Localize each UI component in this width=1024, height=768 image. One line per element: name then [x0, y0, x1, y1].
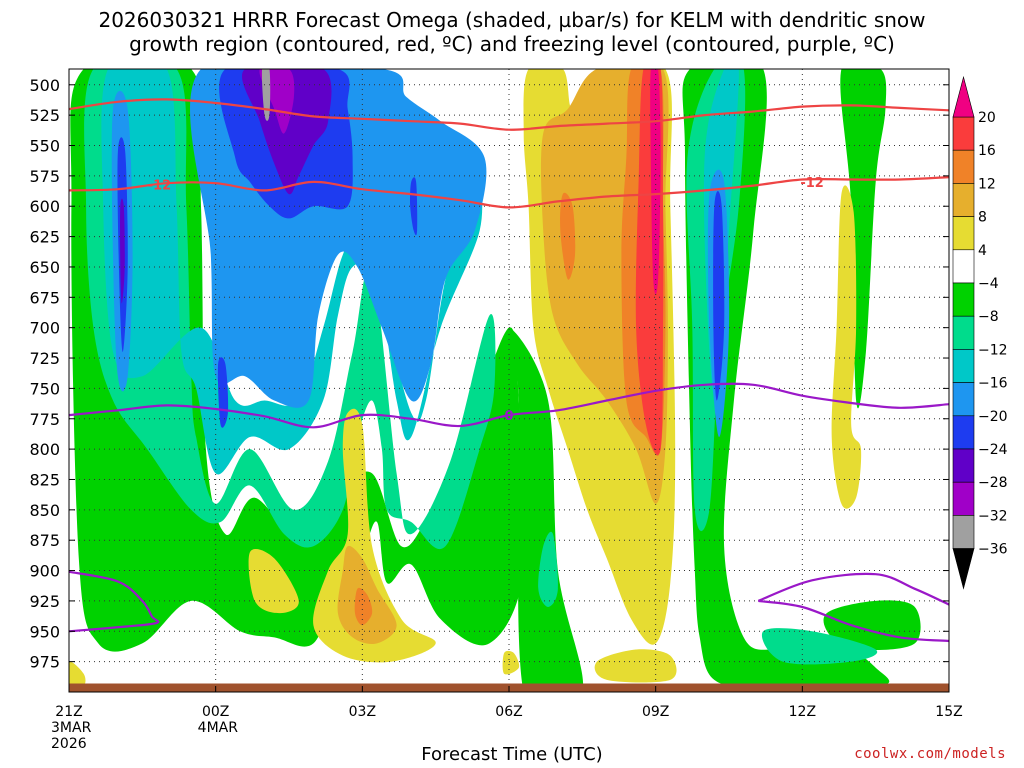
colorbar-label: −32 — [978, 508, 1008, 524]
colorbar-swatch — [952, 415, 975, 450]
y-tick-label: 625 — [29, 228, 60, 247]
omega-region — [354, 587, 373, 626]
y-tick-label: 850 — [29, 501, 60, 520]
dgz-contour-label: -12 — [148, 178, 172, 193]
colorbar-swatch — [952, 183, 975, 217]
colorbar-label: −20 — [978, 409, 1008, 425]
omega-region — [101, 69, 483, 475]
omega-region — [120, 198, 125, 304]
x-tick-label: 21Z — [55, 704, 82, 720]
colorbar-label: 4 — [978, 243, 987, 259]
x-tick-label: 15Z — [935, 704, 962, 720]
colorbar-swatch — [952, 481, 975, 516]
freezing-level-line — [758, 599, 949, 643]
x-tick-label: 03Z — [349, 704, 376, 720]
contour-lines: -12 -12 0 — [69, 98, 949, 643]
x-tick-label: 3MAR — [51, 720, 92, 736]
colorbar-label: −36 — [978, 542, 1008, 558]
colorbar-swatch — [952, 149, 975, 184]
omega-region — [831, 185, 862, 509]
freezing-level-label: 0 — [504, 409, 513, 424]
y-tick-label: 650 — [29, 258, 60, 277]
chart-title-line2: growth region (contoured, red, ºC) and f… — [129, 32, 895, 56]
freezing-level-line — [69, 382, 949, 429]
omega-region — [507, 327, 584, 692]
y-tick-label: 825 — [29, 470, 60, 489]
omega-region — [502, 650, 520, 675]
x-tick-label: 09Z — [642, 704, 669, 720]
y-tick-label: 975 — [29, 653, 60, 672]
colorbar-swatch — [952, 216, 975, 251]
colorbar-label: −16 — [978, 376, 1008, 392]
y-tick-label: 725 — [29, 349, 60, 368]
y-tick-label: 800 — [29, 440, 60, 459]
colorbar-swatch — [952, 282, 975, 317]
axes: 500 525 550 575 600 625 650 675 700 725 750 775 800 8… — [29, 76, 962, 752]
y-tick-label: 925 — [29, 592, 60, 611]
y-tick-label: 525 — [29, 106, 60, 125]
colorbar-swatch — [952, 249, 975, 284]
freezing-level-line — [69, 570, 160, 633]
x-tick-label: 12Z — [789, 704, 816, 720]
y-tick-label: 875 — [29, 531, 60, 550]
omega-shading — [69, 69, 921, 692]
x-tick-label: 4MAR — [198, 720, 239, 736]
colorbar-swatch — [952, 382, 975, 417]
site-credit: coolwx.com/models — [854, 746, 1006, 762]
dgz-contour-line — [69, 176, 949, 209]
colorbar-label: 20 — [978, 110, 996, 126]
omega-region — [840, 69, 887, 409]
omega-region — [560, 192, 576, 280]
x-tick-label: 06Z — [495, 704, 522, 720]
y-tick-label: 900 — [29, 562, 60, 581]
y-tick-label: 500 — [29, 76, 60, 95]
colorbar-label: −28 — [978, 475, 1008, 491]
omega-region — [761, 628, 878, 665]
colorbar-label: 16 — [978, 143, 996, 159]
colorbar-label: −12 — [978, 342, 1008, 358]
y-tick-label: 575 — [29, 167, 60, 186]
y-tick-label: 600 — [29, 197, 60, 216]
omega-region — [538, 531, 559, 607]
x-tick-label: 00Z — [202, 704, 229, 720]
dgz-contour-label: -12 — [800, 176, 824, 191]
colorbar-swatch — [952, 116, 975, 151]
colorbar-swatch — [952, 315, 975, 350]
colorbar-swatch — [952, 448, 975, 483]
colorbar: 20 16 12 8 4 −4 −8 −12 −16 −20 −24 −28 −32 −36 — [952, 75, 1008, 590]
x-tick-label: 2026 — [51, 736, 87, 752]
colorbar-label: −4 — [978, 276, 999, 292]
y-tick-label: 550 — [29, 137, 60, 156]
chart-title-line1: 2026030321 HRRR Forecast Omega (shaded, … — [98, 8, 926, 32]
colorbar-swatch — [952, 349, 975, 383]
colorbar-label: −24 — [978, 442, 1008, 458]
omega-region — [69, 661, 86, 689]
y-tick-label: 750 — [29, 379, 60, 398]
omega-region — [410, 177, 418, 236]
colorbar-label: 8 — [978, 210, 987, 226]
y-tick-label: 675 — [29, 288, 60, 307]
x-axis-label: Forecast Time (UTC) — [421, 744, 603, 765]
y-tick-label: 775 — [29, 410, 60, 429]
colorbar-swatch — [952, 515, 975, 549]
omega-region — [650, 69, 661, 295]
y-tick-label: 950 — [29, 622, 60, 641]
dgz-contour-line — [69, 98, 949, 131]
y-tick-label: 700 — [29, 319, 60, 338]
colorbar-bottom-triangle — [952, 548, 975, 590]
omega-region — [248, 548, 299, 614]
omega-region — [84, 69, 496, 549]
colorbar-label: −8 — [978, 309, 999, 325]
colorbar-label: 12 — [978, 176, 996, 192]
freezing-level-line — [757, 572, 949, 606]
omega-region — [713, 191, 725, 401]
grid-lines — [69, 69, 949, 692]
colorbar-top-triangle — [952, 75, 975, 118]
